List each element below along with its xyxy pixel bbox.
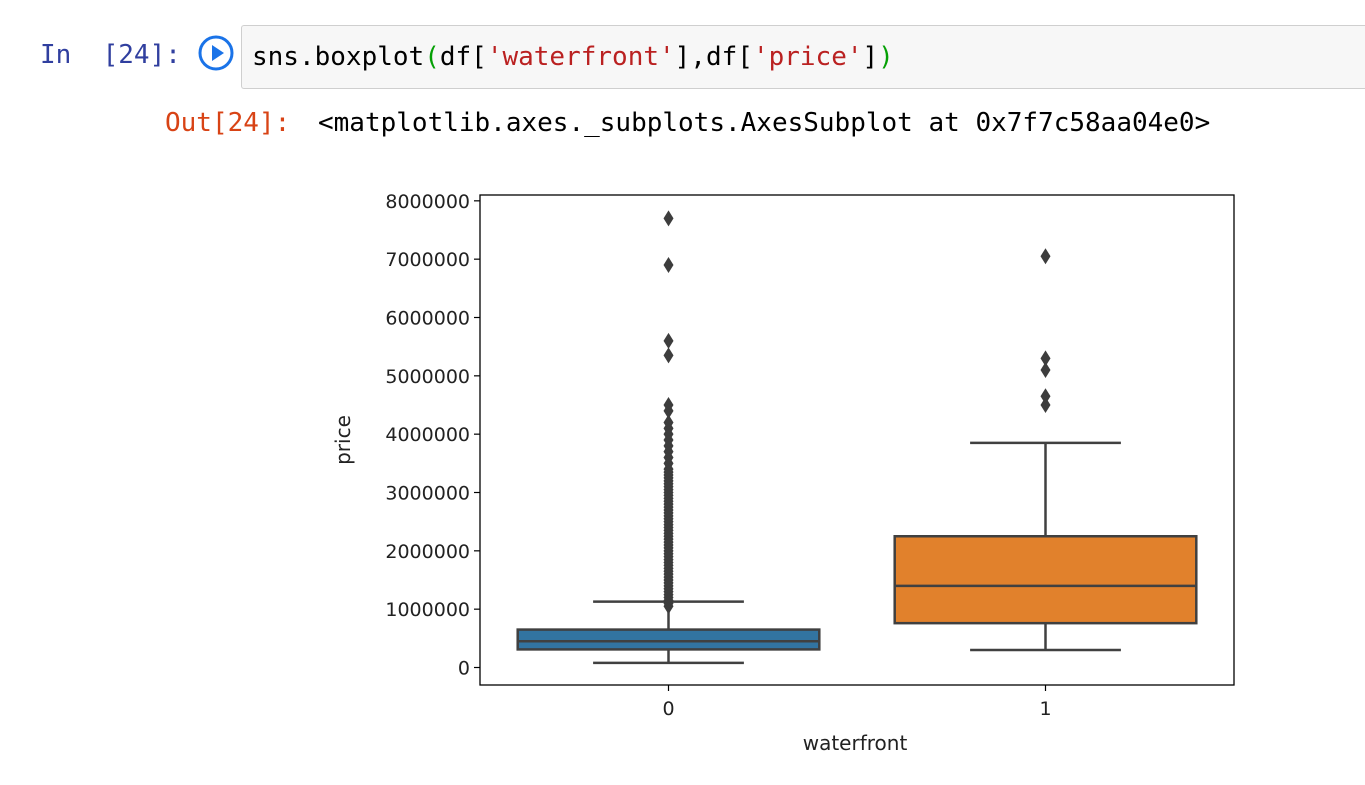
box-iqr <box>516 628 821 651</box>
y-tick-label: 3000000 <box>385 483 470 505</box>
output-text: <matplotlib.axes._subplots.AxesSubplot a… <box>318 108 1211 138</box>
outlier-point <box>663 210 674 227</box>
outlier-point <box>663 332 674 349</box>
outlier-point <box>663 397 674 413</box>
output-prompt: Out[24]: <box>165 108 291 138</box>
y-tick-label: 7000000 <box>385 249 470 271</box>
outlier-point <box>1040 388 1051 405</box>
outlier-point <box>1040 362 1051 378</box>
y-tick-label: 0 <box>458 658 470 680</box>
outlier-point <box>1040 397 1051 413</box>
code-open-paren: ( <box>424 42 440 72</box>
y-tick-label: 6000000 <box>385 308 470 330</box>
outlier-point <box>1040 350 1051 367</box>
x-axis-label: waterfront <box>803 731 908 755</box>
boxplot-chart: waterfront price 0 1000000 2000000 3000000 4… <box>331 191 1235 755</box>
y-tick-label: 8000000 <box>385 191 470 213</box>
code-arg2-post: ] <box>862 42 879 72</box>
code-close-paren: ) <box>878 42 894 72</box>
outlier-point <box>1040 248 1051 265</box>
input-prompt: In [24]: <box>40 40 181 70</box>
code-call: sns.boxplot <box>252 42 425 72</box>
x-tick-label: 0 <box>662 698 674 720</box>
y-tick-label: 2000000 <box>385 541 470 563</box>
y-tick-label: 4000000 <box>385 424 470 446</box>
plot-layer <box>516 210 1198 665</box>
box-iqr <box>893 535 1198 625</box>
y-tick-label: 5000000 <box>385 366 470 388</box>
y-axis-label: price <box>331 415 355 465</box>
code-cell-input[interactable]: sns.boxplot(df['waterfront'],df['price']… <box>241 25 1365 89</box>
axes-frame <box>479 194 1235 686</box>
outlier-point <box>663 414 674 431</box>
code-line[interactable]: sns.boxplot(df['waterfront'],df['price']… <box>252 42 894 72</box>
box-group-0 <box>516 210 821 665</box>
box-group-1 <box>893 248 1198 652</box>
outlier-point <box>663 257 674 273</box>
code-arg2-string: 'price' <box>752 42 863 72</box>
outlier-point <box>663 347 674 364</box>
code-arg1-pre: df[ <box>439 42 487 72</box>
code-arg1-string: 'waterfront' <box>486 42 675 72</box>
code-arg1-post: ],df[ <box>674 42 753 72</box>
x-tick-label: 1 <box>1039 698 1051 720</box>
y-tick-label: 1000000 <box>385 599 470 621</box>
run-cell-icon[interactable] <box>197 34 235 72</box>
